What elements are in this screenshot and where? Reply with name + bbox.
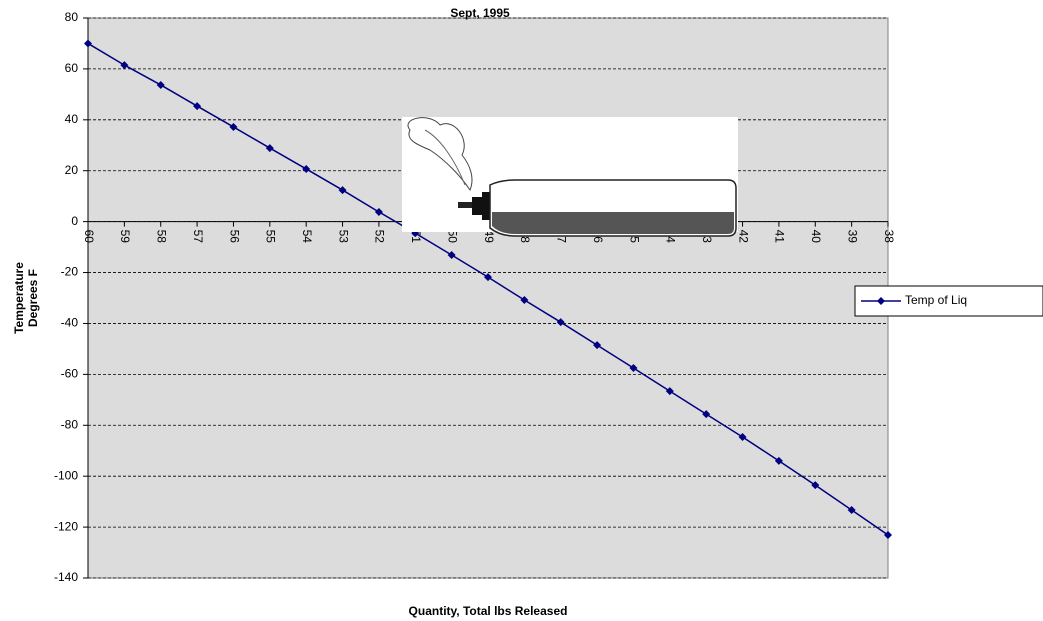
- x-tick-label: 55: [264, 230, 278, 244]
- point-marker: [302, 164, 311, 173]
- point-marker: [338, 186, 347, 195]
- point-marker: [738, 432, 747, 441]
- y-tick-label: -140: [54, 570, 78, 584]
- y-tick-label: -120: [54, 519, 78, 533]
- x-tick-label: 38: [882, 230, 896, 244]
- y-axis-label: Degrees F: [26, 269, 40, 327]
- legend-label: Temp of Liq: [905, 293, 967, 307]
- point-marker: [447, 250, 456, 259]
- y-tick-label: -60: [61, 367, 79, 381]
- y-tick-label: 20: [65, 163, 79, 177]
- point-marker: [556, 318, 565, 327]
- x-tick-label: 58: [155, 230, 169, 244]
- plot-area: [87, 17, 889, 579]
- legend-marker: [877, 297, 885, 305]
- point-marker: [156, 80, 165, 89]
- cylinder-illustration: [402, 117, 738, 237]
- y-tick-label: -100: [54, 468, 78, 482]
- point-marker: [484, 273, 492, 282]
- x-tick-label: 59: [118, 230, 132, 244]
- x-tick-label: 40: [809, 230, 823, 244]
- x-tick-label: 41: [773, 230, 787, 244]
- x-tick-label: 49: [482, 230, 496, 244]
- y-tick-label: -80: [61, 417, 79, 431]
- x-tick-label: 53: [336, 230, 350, 244]
- point-marker: [665, 387, 674, 396]
- point-marker: [629, 364, 638, 372]
- point-marker: [374, 207, 383, 216]
- y-tick-label: 40: [65, 112, 79, 126]
- x-tick-label: 39: [845, 230, 859, 244]
- x-tick-label: 56: [227, 230, 241, 244]
- x-tick-label: 42: [736, 230, 750, 244]
- point-marker: [884, 530, 892, 539]
- chart-title: Sept, 1995: [450, 6, 510, 20]
- point-marker: [120, 61, 129, 70]
- x-tick-label: 52: [373, 230, 387, 244]
- y-tick-label: -40: [61, 316, 79, 330]
- x-tick-label: 60: [82, 230, 96, 244]
- point-marker: [847, 506, 856, 515]
- point-marker: [520, 296, 529, 305]
- point-marker: [811, 481, 820, 490]
- x-axis-label: Quantity, Total lbs Released: [409, 604, 568, 618]
- x-tick-label: 50: [445, 230, 459, 244]
- y-axis-label: Temperature: [12, 262, 26, 334]
- point-marker: [229, 122, 238, 131]
- point-marker: [593, 341, 602, 350]
- point-marker: [193, 102, 202, 111]
- point-marker: [84, 39, 92, 48]
- x-tick-label: 57: [191, 230, 205, 244]
- y-tick-label: -20: [61, 265, 79, 279]
- y-tick-label: 60: [65, 61, 79, 75]
- point-marker: [702, 410, 711, 419]
- point-marker: [265, 144, 274, 153]
- y-tick-label: 0: [71, 214, 78, 228]
- x-tick-label: 54: [300, 230, 314, 244]
- point-marker: [774, 456, 783, 465]
- y-tick-label: 80: [65, 10, 79, 24]
